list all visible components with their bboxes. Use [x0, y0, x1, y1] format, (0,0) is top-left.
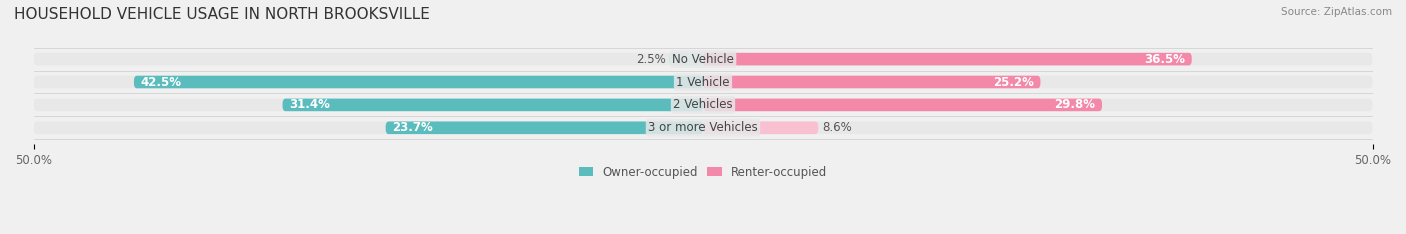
Text: 23.7%: 23.7% — [392, 121, 433, 134]
FancyBboxPatch shape — [703, 76, 1040, 88]
Text: 25.2%: 25.2% — [993, 76, 1033, 88]
Text: 1 Vehicle: 1 Vehicle — [676, 76, 730, 88]
Legend: Owner-occupied, Renter-occupied: Owner-occupied, Renter-occupied — [574, 161, 832, 183]
Text: 2.5%: 2.5% — [636, 53, 665, 66]
Text: 36.5%: 36.5% — [1144, 53, 1185, 66]
Text: 42.5%: 42.5% — [141, 76, 181, 88]
Text: 3 or more Vehicles: 3 or more Vehicles — [648, 121, 758, 134]
Text: 31.4%: 31.4% — [290, 99, 330, 111]
Text: Source: ZipAtlas.com: Source: ZipAtlas.com — [1281, 7, 1392, 17]
Text: 8.6%: 8.6% — [823, 121, 852, 134]
FancyBboxPatch shape — [34, 121, 1372, 134]
FancyBboxPatch shape — [703, 53, 1192, 66]
Text: 29.8%: 29.8% — [1054, 99, 1095, 111]
FancyBboxPatch shape — [134, 76, 703, 88]
FancyBboxPatch shape — [34, 99, 1372, 111]
Text: No Vehicle: No Vehicle — [672, 53, 734, 66]
FancyBboxPatch shape — [34, 53, 1372, 66]
FancyBboxPatch shape — [385, 121, 703, 134]
FancyBboxPatch shape — [669, 53, 703, 66]
Text: 2 Vehicles: 2 Vehicles — [673, 99, 733, 111]
FancyBboxPatch shape — [703, 121, 818, 134]
FancyBboxPatch shape — [703, 99, 1102, 111]
Text: HOUSEHOLD VEHICLE USAGE IN NORTH BROOKSVILLE: HOUSEHOLD VEHICLE USAGE IN NORTH BROOKSV… — [14, 7, 430, 22]
FancyBboxPatch shape — [283, 99, 703, 111]
FancyBboxPatch shape — [34, 76, 1372, 88]
